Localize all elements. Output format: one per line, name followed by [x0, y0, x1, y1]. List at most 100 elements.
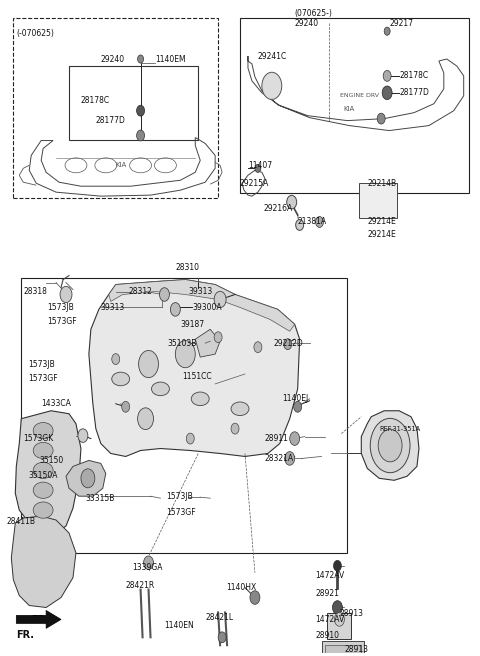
Text: 21381A: 21381A [298, 218, 327, 226]
Circle shape [139, 350, 158, 378]
Text: 33315B: 33315B [86, 494, 115, 502]
Text: 29215A: 29215A [240, 178, 269, 188]
Circle shape [122, 401, 130, 412]
Text: 35150: 35150 [39, 456, 63, 465]
Circle shape [175, 340, 195, 368]
Text: 1140EM: 1140EM [156, 54, 186, 64]
Text: 39300A: 39300A [192, 303, 222, 312]
Text: FR.: FR. [16, 630, 34, 640]
Ellipse shape [192, 392, 209, 405]
Circle shape [315, 216, 324, 228]
Circle shape [284, 338, 292, 350]
Circle shape [231, 423, 239, 434]
Text: 39313: 39313 [188, 287, 213, 296]
Text: 1140EN: 1140EN [165, 621, 194, 630]
Text: ENGINE DRV: ENGINE DRV [340, 93, 379, 98]
Ellipse shape [33, 482, 53, 499]
Text: 1573GF: 1573GF [47, 317, 77, 326]
Circle shape [370, 419, 410, 473]
Circle shape [378, 429, 402, 462]
Circle shape [186, 433, 194, 444]
Text: 1472AV: 1472AV [315, 615, 345, 624]
Text: 29241C: 29241C [258, 52, 287, 60]
Text: 35103B: 35103B [168, 338, 197, 348]
Circle shape [137, 130, 144, 141]
Circle shape [78, 429, 88, 442]
Circle shape [285, 451, 295, 465]
Circle shape [218, 632, 226, 643]
Circle shape [296, 220, 304, 230]
Bar [322, 642, 364, 656]
Polygon shape [89, 279, 300, 457]
Text: 29240: 29240 [101, 54, 125, 64]
Text: 1573GF: 1573GF [28, 375, 58, 384]
Polygon shape [66, 461, 106, 496]
Circle shape [382, 86, 392, 100]
Ellipse shape [33, 502, 53, 518]
Polygon shape [109, 279, 295, 331]
Ellipse shape [152, 382, 169, 396]
Text: 35150A: 35150A [28, 471, 58, 480]
Ellipse shape [33, 442, 53, 459]
Circle shape [214, 332, 222, 342]
Text: 29212D: 29212D [274, 338, 303, 348]
Circle shape [287, 195, 297, 209]
Text: 28913: 28913 [339, 609, 363, 618]
Bar [21, 277, 348, 553]
Circle shape [138, 408, 154, 430]
Circle shape [159, 288, 169, 301]
Text: 29240: 29240 [295, 19, 319, 28]
Circle shape [290, 432, 300, 445]
Ellipse shape [33, 422, 53, 439]
Ellipse shape [231, 402, 249, 415]
Text: FR.: FR. [31, 615, 49, 625]
Circle shape [334, 560, 341, 571]
Circle shape [377, 113, 385, 124]
Text: REF.31-351A: REF.31-351A [379, 426, 420, 432]
Text: 39313: 39313 [101, 303, 125, 312]
Circle shape [255, 164, 261, 173]
Text: 28178C: 28178C [399, 72, 428, 81]
Bar [324, 646, 361, 655]
Text: 28411B: 28411B [6, 516, 36, 525]
Text: 29216A: 29216A [264, 203, 293, 213]
Text: 28312: 28312 [129, 287, 153, 296]
Text: 28913: 28913 [344, 645, 368, 654]
Text: 1573GF: 1573GF [167, 508, 196, 516]
Circle shape [81, 469, 95, 488]
Polygon shape [195, 329, 220, 357]
Circle shape [138, 55, 144, 63]
Text: 28910: 28910 [315, 631, 339, 640]
Bar [69, 66, 198, 140]
Text: 1472AV: 1472AV [315, 571, 345, 580]
Text: 28177D: 28177D [96, 116, 126, 125]
Text: 28177D: 28177D [399, 89, 429, 97]
Circle shape [335, 613, 344, 626]
Circle shape [137, 105, 144, 116]
Text: 28421R: 28421R [126, 581, 155, 590]
Text: 28421L: 28421L [205, 613, 233, 622]
Text: 29214B: 29214B [367, 178, 396, 188]
Text: 29214E: 29214E [367, 218, 396, 226]
Text: 1573JB: 1573JB [167, 492, 193, 501]
Circle shape [333, 601, 342, 614]
Text: 28310: 28310 [175, 263, 199, 272]
Polygon shape [361, 411, 419, 480]
Polygon shape [16, 611, 61, 628]
Circle shape [262, 72, 282, 100]
Polygon shape [12, 516, 76, 607]
Circle shape [214, 291, 226, 308]
Text: 1151CC: 1151CC [182, 373, 212, 382]
Circle shape [250, 591, 260, 604]
Text: KIA: KIA [115, 162, 126, 169]
Text: 28318: 28318 [23, 287, 47, 296]
Ellipse shape [112, 372, 130, 386]
Text: 29217: 29217 [389, 19, 413, 28]
Circle shape [384, 27, 390, 35]
Text: 28178C: 28178C [81, 96, 110, 105]
Ellipse shape [33, 462, 53, 478]
Text: 39187: 39187 [180, 320, 204, 329]
Circle shape [170, 302, 180, 316]
Text: KIA: KIA [344, 106, 355, 112]
Text: 29214E: 29214E [367, 230, 396, 239]
